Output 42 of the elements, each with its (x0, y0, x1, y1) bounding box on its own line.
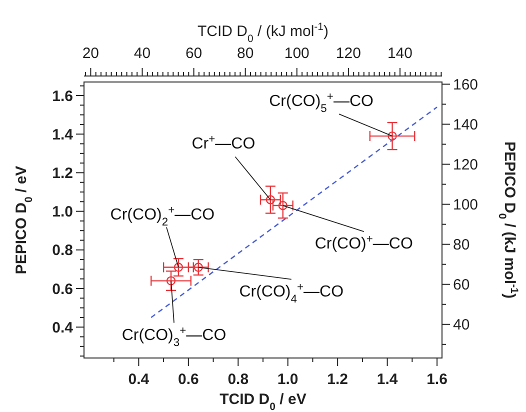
x-tick-label: 1.4 (376, 371, 398, 388)
y-tick-label: 0.4 (52, 319, 74, 336)
y-tick-label: 1.4 (52, 126, 74, 144)
point (194, 262, 203, 272)
y-tick-label: 1.6 (52, 88, 73, 105)
point (278, 200, 288, 210)
x-tick-label: 0.8 (228, 371, 249, 388)
y2-tick-label: 40 (453, 316, 470, 334)
x-tick-label: 1.2 (327, 371, 348, 388)
y-tick-label: 0.6 (52, 280, 73, 298)
annotation: Cr(CO)$_{4}$$^{+}$—CO (239, 281, 344, 306)
point (266, 195, 276, 204)
x-tick-label: 1.6 (426, 371, 448, 388)
x2-tick-label: 40 (134, 45, 151, 62)
annotation: Cr(CO)$_{5}$$^{+}$—CO (269, 91, 374, 116)
annotation: Cr(CO)$_{2}$$^{+}$—CO (110, 204, 215, 228)
x-tick-label: 0.6 (178, 371, 199, 388)
y2-tick-label: 120 (453, 156, 478, 174)
annotation: Cr(CO)$^{+}$—CO (314, 234, 413, 253)
y-tick-label: 1.0 (52, 204, 73, 221)
point (166, 276, 176, 286)
x2-tick-label: 120 (336, 45, 361, 62)
y2-tick-label: 160 (453, 76, 478, 94)
point (174, 262, 184, 272)
x2-tick-label: 60 (185, 45, 202, 62)
x-axis-title: TCID D$_{0}$ / eV (220, 391, 306, 412)
x2-tick-label: 80 (237, 45, 254, 62)
y2-tick-label: 140 (453, 116, 478, 134)
x2-tick-label: 100 (284, 45, 310, 62)
point (388, 131, 397, 141)
x-tick-label: 1.0 (277, 371, 298, 388)
x2-tick-label: 20 (82, 45, 100, 62)
x-tick-label: 0.4 (128, 371, 150, 388)
annotation: Cr$^{+}$—CO (192, 134, 256, 153)
y-tick-label: 0.8 (52, 242, 73, 260)
x2-axis-title: TCID D$_{0}$ / (kJ mol$^{-1}$) (197, 21, 329, 45)
y2-tick-label: 100 (453, 196, 478, 214)
y2-tick-label: 80 (453, 236, 470, 254)
x2-tick-label: 140 (387, 45, 413, 62)
y2-tick-label: 60 (453, 276, 470, 294)
y-tick-label: 1.2 (52, 164, 73, 182)
annotation: Cr(CO)$_{3}$$^{+}$—CO (122, 324, 226, 349)
